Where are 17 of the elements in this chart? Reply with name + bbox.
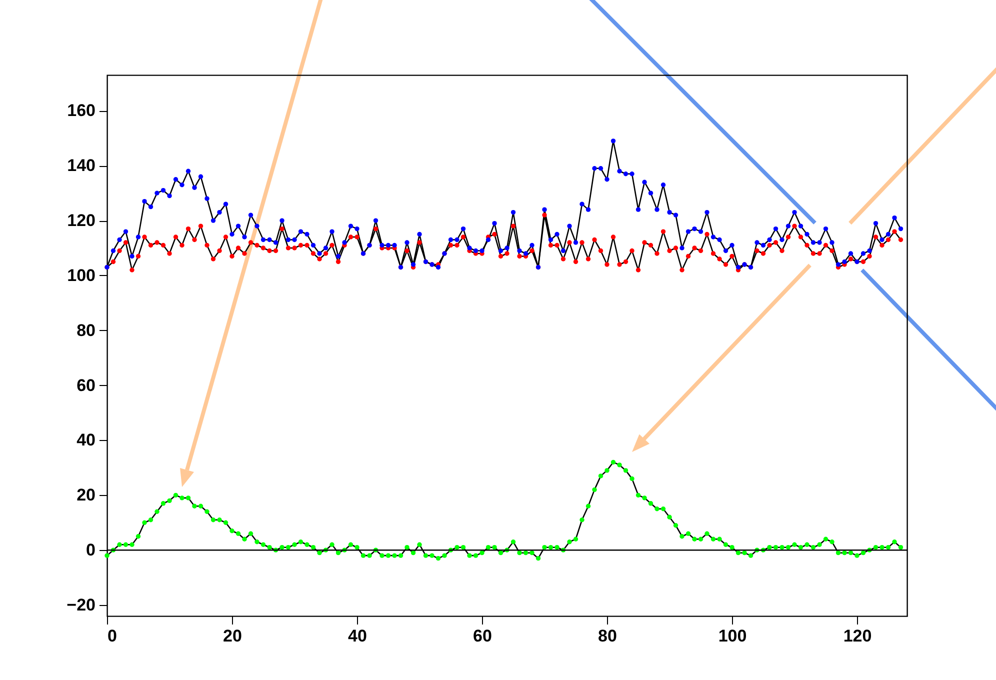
x-tick-label: 40 bbox=[348, 626, 367, 646]
y-tick-label: 40 bbox=[76, 430, 96, 450]
x-tick-label: 20 bbox=[223, 626, 242, 646]
x-tick-label: 80 bbox=[598, 626, 617, 646]
y-tick-label: 60 bbox=[76, 376, 96, 395]
y-tick-label: 80 bbox=[76, 320, 96, 340]
x-tick-label: 120 bbox=[843, 626, 872, 646]
y-tick-label: 160 bbox=[67, 101, 96, 120]
y-tick-label: 0 bbox=[86, 540, 96, 560]
x-tick-label: 60 bbox=[473, 626, 492, 646]
y-tick-label: 20 bbox=[76, 486, 96, 505]
x-tick-label: 100 bbox=[718, 626, 747, 646]
y-tick-label: 100 bbox=[67, 266, 96, 285]
y-tick-label: −20 bbox=[66, 596, 96, 615]
y-tick-label: 120 bbox=[67, 211, 96, 230]
y-tick-label: 140 bbox=[67, 156, 96, 176]
x-tick-label: 0 bbox=[108, 626, 117, 646]
